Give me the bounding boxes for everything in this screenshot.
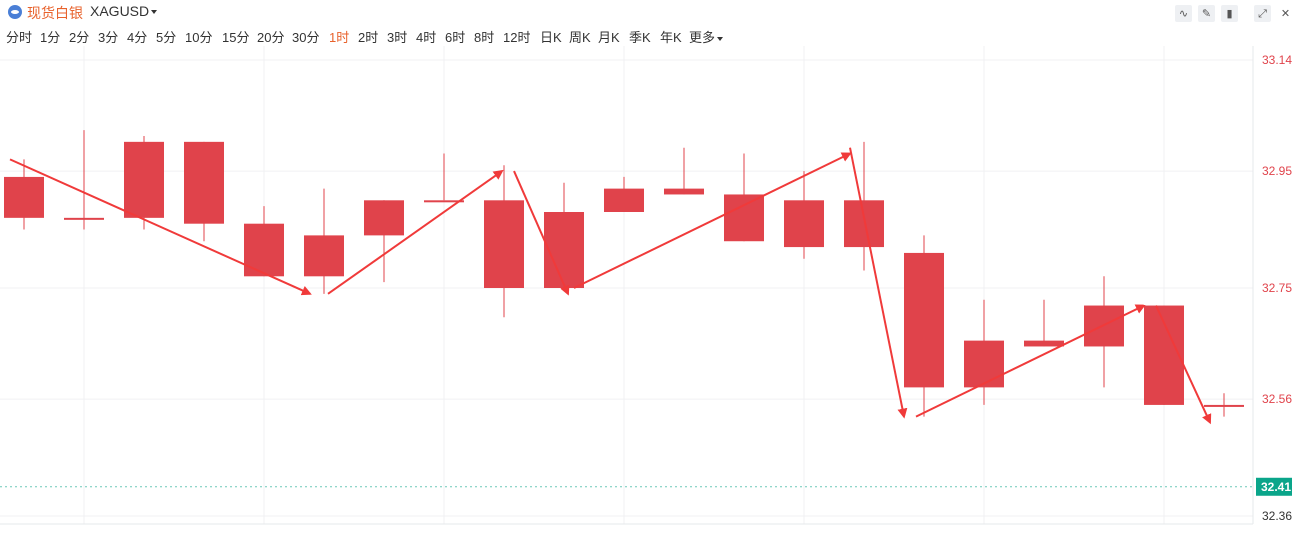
candle-body [724, 194, 764, 241]
candle-body [184, 142, 224, 224]
period-tab-14[interactable]: 6时 [445, 27, 465, 46]
y-tick-label: 32.56 [1262, 392, 1292, 406]
period-tab-10[interactable]: 1时 [329, 27, 349, 46]
y-tick-label: 32.36 [1262, 509, 1292, 523]
symbol-dropdown-icon[interactable] [151, 10, 157, 14]
candle-body [664, 189, 704, 195]
y-tick-label: 33.14 [1262, 53, 1292, 67]
more-caret-icon [717, 37, 723, 41]
annotation-arrow [328, 171, 502, 294]
current-price-label: 32.41 [1261, 480, 1291, 494]
candle-body [1204, 405, 1244, 407]
candle-style-icon[interactable]: ▮ [1221, 5, 1238, 22]
period-selector: 分时 1分 2分 3分 4分 5分 10分 15分 20分 30分 1时 2时 3时 4时 6时 8时 12时日… [0, 24, 1292, 46]
period-tab-6[interactable]: 10分 [185, 27, 212, 46]
period-tab-22[interactable]: 更多 [689, 27, 723, 46]
candle-body [244, 224, 284, 277]
period-tab-18[interactable]: 周K [569, 27, 591, 46]
period-tab-7[interactable]: 15分 [222, 27, 249, 46]
annotation-arrow [850, 148, 904, 417]
period-tab-0[interactable]: 分时 [6, 27, 32, 46]
silver-logo-icon [8, 5, 22, 19]
period-tab-5[interactable]: 5分 [156, 27, 176, 46]
symbol-code[interactable]: XAGUSD [90, 3, 149, 19]
period-tab-12[interactable]: 3时 [387, 27, 407, 46]
period-tab-1[interactable]: 1分 [40, 27, 60, 46]
period-tab-11[interactable]: 2时 [358, 27, 378, 46]
symbol-header: 现货白银 XAGUSD ∿ ✎ ▮ ⤢ ✕ [0, 0, 1292, 24]
y-tick-label: 32.95 [1262, 164, 1292, 178]
period-tab-21[interactable]: 年K [660, 27, 682, 46]
draw-pen-icon[interactable]: ✎ [1198, 5, 1215, 22]
period-tab-4[interactable]: 4分 [127, 27, 147, 46]
annotation-arrow [916, 306, 1144, 417]
candle-body [544, 212, 584, 288]
candle-body [844, 200, 884, 247]
period-tab-9[interactable]: 30分 [292, 27, 319, 46]
candle-body [1024, 341, 1064, 347]
candle-body [604, 189, 644, 212]
period-tab-17[interactable]: 日K [540, 27, 562, 46]
close-icon[interactable]: ✕ [1277, 5, 1292, 22]
period-tab-8[interactable]: 20分 [257, 27, 284, 46]
symbol-name[interactable]: 现货白银 [27, 3, 83, 23]
candle-body [4, 177, 44, 218]
candle-body [964, 341, 1004, 388]
line-chart-icon[interactable]: ∿ [1175, 5, 1192, 22]
period-tab-2[interactable]: 2分 [69, 27, 89, 46]
candle-body [124, 142, 164, 218]
period-tab-13[interactable]: 4时 [416, 27, 436, 46]
candle-body [484, 200, 524, 288]
period-tab-15[interactable]: 8时 [474, 27, 494, 46]
candle-body [904, 253, 944, 387]
candle-body [784, 200, 824, 247]
fullscreen-icon[interactable]: ⤢ [1254, 5, 1271, 22]
period-tab-16[interactable]: 12时 [503, 27, 530, 46]
period-tab-20[interactable]: 季K [629, 27, 651, 46]
candle-body [364, 200, 404, 235]
candlestick-chart: 33.14 32.95 32.75 32.56 32.36 32.41 [0, 46, 1292, 545]
candle-body [304, 235, 344, 276]
candle-body [64, 218, 104, 220]
y-tick-label: 32.75 [1262, 281, 1292, 295]
period-tab-3[interactable]: 3分 [98, 27, 118, 46]
period-tab-19[interactable]: 月K [598, 27, 620, 46]
